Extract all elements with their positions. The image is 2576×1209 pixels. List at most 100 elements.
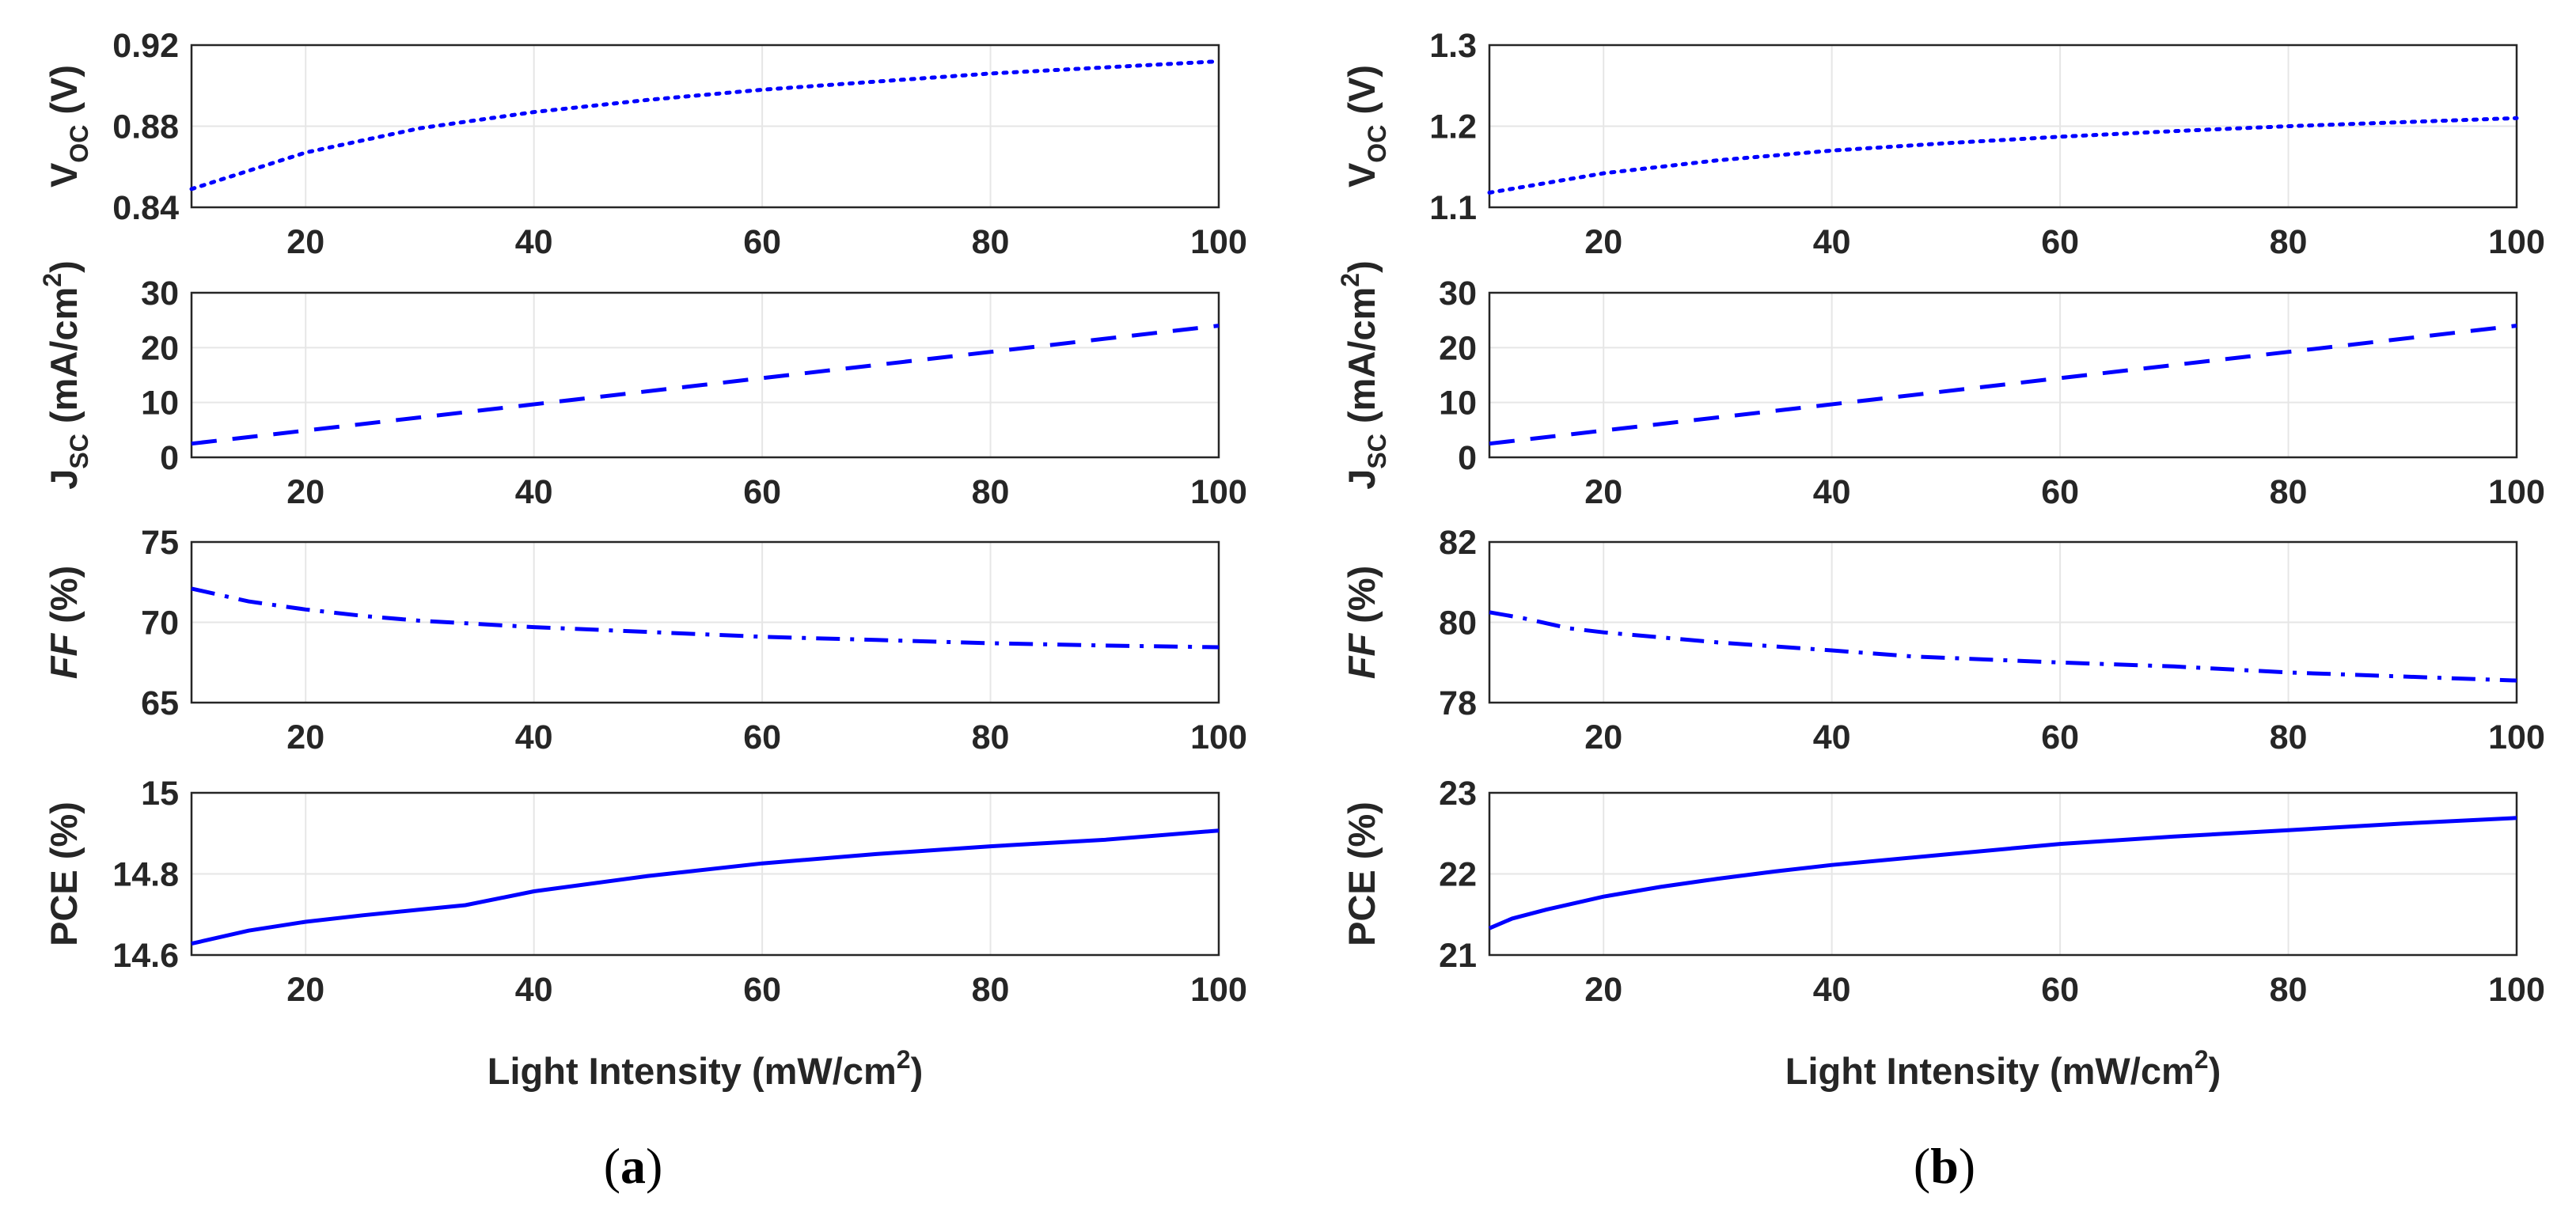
- y-label-subscript: SC: [1363, 434, 1391, 468]
- series-line-dotted: [1487, 116, 2519, 195]
- x-tick-label: 20: [1584, 971, 1622, 1009]
- x-tick-label: 60: [2041, 718, 2079, 756]
- x-tick-label: 40: [515, 473, 553, 511]
- y-axis-label: JSC (mA/cm2): [1336, 260, 1391, 489]
- subplot-b-4: 20 40 60 80 100 21 22 23 PCE (%): [1341, 775, 2545, 1009]
- y-tick-label: 14.8: [112, 856, 179, 894]
- caption-open-paren: (: [604, 1138, 620, 1194]
- x-axis-label: Light Intensity (mW/cm2): [488, 1045, 923, 1092]
- x-tick-label: 60: [743, 718, 781, 756]
- y-label-unit: (mA/cm: [1341, 287, 1383, 434]
- y-tick-label: 80: [1439, 604, 1477, 642]
- y-axis-label: VOC (V): [1341, 65, 1391, 188]
- axes-box: [190, 540, 1220, 704]
- x-tick-label: 80: [2270, 223, 2308, 261]
- y-tick-label: 78: [1439, 684, 1477, 722]
- subplot-a-1: 20 40 60 80 100 0.84 0.88 0.92 VOC (V): [43, 27, 1247, 261]
- y-tick-label: 21: [1439, 937, 1477, 975]
- series-line-dashed: [191, 324, 1220, 446]
- subplot-a-3: 20 40 60 80 100 65 70 75 FF (%): [43, 524, 1247, 756]
- x-tick-label: 100: [2488, 971, 2545, 1009]
- series-line-solid: [1489, 816, 2517, 930]
- y-label-main: PCE: [43, 870, 85, 946]
- y-tick-label: 22: [1439, 856, 1477, 894]
- x-tick-label: 40: [1813, 223, 1851, 261]
- x-tick-label: 60: [743, 473, 781, 511]
- series-line-dashdot: [1489, 610, 2517, 683]
- x-tick-label: 40: [515, 223, 553, 261]
- x-label-main: Light Intensity (mW/cm: [1785, 1050, 2195, 1092]
- y-axis-label: FF (%): [43, 566, 85, 680]
- y-label-main: PCE: [1341, 870, 1383, 946]
- y-label-subscript: OC: [65, 125, 93, 163]
- y-tick-label: 1.3: [1429, 27, 1477, 65]
- subplot-a-4: 20 40 60 80 100 14.6 14.8 15 PCE (%): [43, 775, 1247, 1009]
- caption-letter: b: [1930, 1138, 1959, 1194]
- x-label-close: ): [911, 1050, 924, 1092]
- y-tick-label: 20: [1439, 329, 1477, 367]
- y-tick-label: 30: [141, 275, 179, 313]
- y-label-main: FF: [1341, 633, 1383, 680]
- y-label-main: J: [1341, 469, 1383, 490]
- x-tick-label: 20: [286, 971, 324, 1009]
- y-label-main: J: [43, 469, 85, 490]
- y-axis-label: PCE (%): [43, 802, 85, 946]
- caption-letter: a: [620, 1138, 646, 1194]
- series-line-solid: [191, 828, 1220, 946]
- series-line-dashed: [1489, 324, 2517, 446]
- subplot-b-3: 20 40 60 80 100 78 80 82 FF (%): [1341, 524, 2545, 756]
- y-label-subscript: OC: [1363, 125, 1391, 163]
- panel-caption: (b): [1914, 1138, 1975, 1194]
- x-tick-label: 20: [286, 223, 324, 261]
- x-tick-label: 80: [972, 718, 1010, 756]
- x-tick-label: 40: [1813, 473, 1851, 511]
- x-label-superscript: 2: [2195, 1045, 2209, 1074]
- caption-close-paren: ): [1959, 1138, 1975, 1194]
- x-tick-label: 60: [2041, 223, 2079, 261]
- y-tick-label: 10: [1439, 385, 1477, 423]
- axes-box: [1488, 291, 2518, 459]
- x-tick-label: 100: [2488, 473, 2545, 511]
- x-tick-label: 100: [1190, 473, 1247, 511]
- y-axis-label: JSC (mA/cm2): [38, 260, 93, 489]
- x-tick-label: 20: [1584, 223, 1622, 261]
- panel-caption: (a): [604, 1138, 663, 1194]
- x-tick-label: 20: [286, 473, 324, 511]
- x-label-main: Light Intensity (mW/cm: [488, 1050, 897, 1092]
- y-tick-label: 10: [141, 385, 179, 423]
- y-axis-label: PCE (%): [1341, 802, 1383, 946]
- x-tick-label: 20: [1584, 718, 1622, 756]
- y-tick-label: 0.84: [112, 189, 179, 227]
- y-label-subscript: SC: [65, 434, 93, 468]
- y-tick-label: 70: [141, 604, 179, 642]
- axes-box: [190, 44, 1220, 209]
- y-tick-label: 20: [141, 329, 179, 367]
- y-label-close: ): [43, 260, 85, 273]
- y-tick-label: 1.2: [1429, 108, 1477, 146]
- x-tick-label: 20: [1584, 473, 1622, 511]
- x-tick-label: 60: [2041, 473, 2079, 511]
- y-axis-label: FF (%): [1341, 566, 1383, 680]
- subplot-b-2: 20 40 60 80 100 0 10 20 30 JSC (mA/cm2): [1336, 260, 2545, 511]
- x-tick-label: 60: [743, 971, 781, 1009]
- y-label-unit: (mA/cm: [43, 287, 85, 434]
- x-tick-label: 40: [1813, 718, 1851, 756]
- axes-box: [1488, 540, 2518, 704]
- y-label-superscript: 2: [1336, 273, 1364, 287]
- y-tick-label: 1.1: [1429, 189, 1477, 227]
- y-label-close: ): [1341, 260, 1383, 273]
- axes-box: [1488, 44, 2518, 209]
- y-label-unit: (%): [43, 566, 85, 634]
- caption-close-paren: ): [646, 1138, 662, 1194]
- y-label-main: FF: [43, 633, 85, 680]
- axes-box: [190, 791, 1220, 957]
- y-tick-label: 0.92: [112, 27, 179, 65]
- y-tick-label: 15: [141, 775, 179, 813]
- x-tick-label: 80: [2270, 971, 2308, 1009]
- y-axis-label: VOC (V): [43, 65, 93, 188]
- y-label-main: V: [43, 162, 85, 188]
- y-tick-label: 65: [141, 684, 179, 722]
- subplot-b-1: 20 40 60 80 100 1.1 1.2 1.3 VOC (V): [1341, 27, 2545, 261]
- y-tick-label: 14.6: [112, 937, 179, 975]
- x-tick-label: 80: [2270, 718, 2308, 756]
